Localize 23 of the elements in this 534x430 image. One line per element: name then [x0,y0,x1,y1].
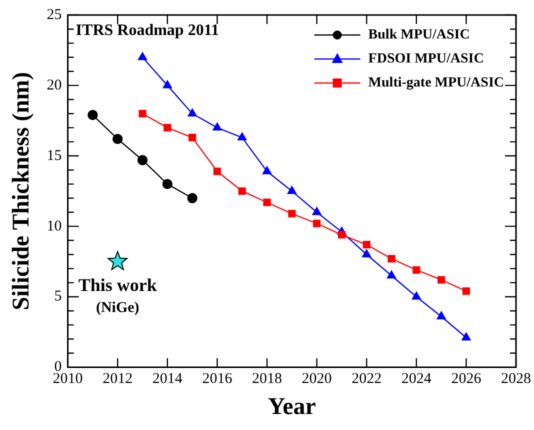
y-tick-label: 5 [54,288,62,305]
y-tick-label: 10 [46,218,62,234]
x-tick-label: 2028 [501,371,531,388]
x-tick-label: 2018 [252,371,282,388]
x-tick-label: 2014 [152,371,183,388]
annotation: This work [78,275,157,296]
x-axis-title: Year [268,394,316,420]
y-tick-label: 25 [46,6,62,23]
x-tick-label: 2016 [202,371,233,388]
legend-label: FDSOI MPU/ASIC [368,52,484,67]
x-tick-label: 2020 [302,371,332,388]
legend-label: Multi-gate MPU/ASIC [368,76,504,91]
y-axis-title: Silicide Thickness (nm) [8,72,35,310]
annotation: ITRS Roadmap 2011 [76,22,219,40]
x-tick-label: 2026 [451,371,482,388]
x-tick-label: 2010 [52,371,83,388]
x-tick-label: 2024 [401,371,432,388]
y-tick-label: 15 [46,148,62,164]
x-tick-label: 2012 [102,371,133,388]
x-tick-label: 2022 [352,371,382,388]
y-tick-label: 20 [46,77,62,94]
legend-label: Bulk MPU/ASIC [368,28,470,43]
annotation: (NiGe) [96,300,140,316]
